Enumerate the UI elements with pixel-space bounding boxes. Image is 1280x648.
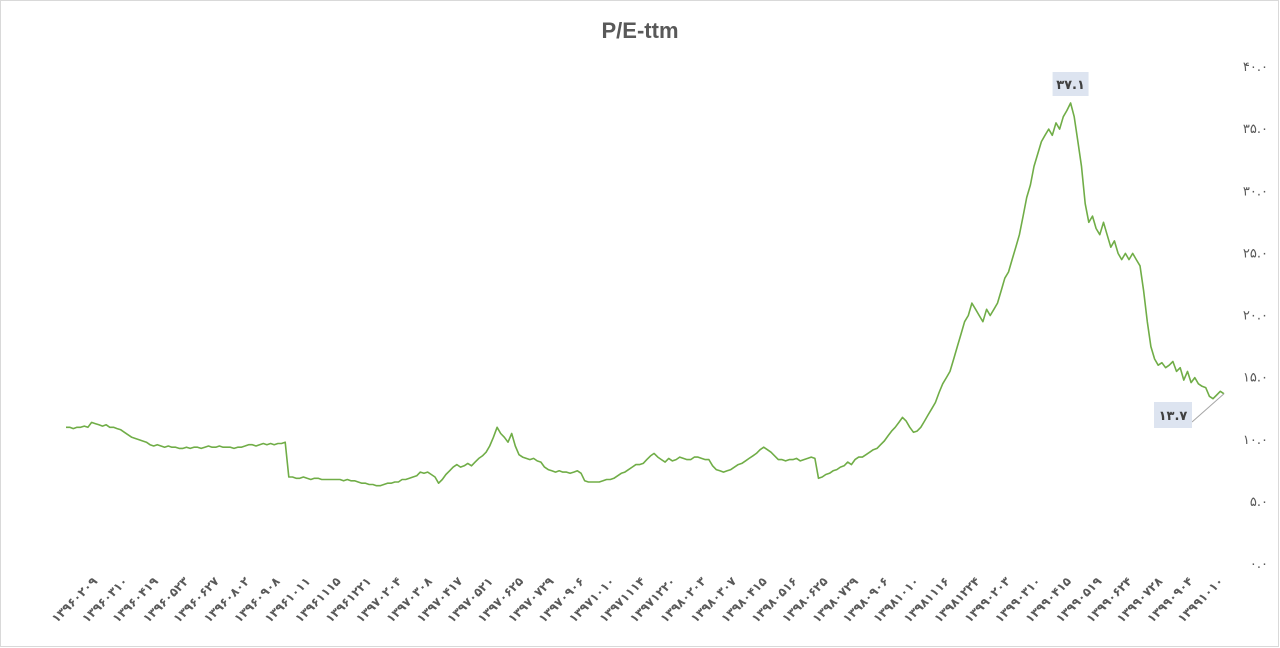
annotations: ۳۷.۱ ۱۳.۷ (1052, 72, 1225, 428)
x-axis: ۱۳۹۶۰۲۰۹۱۳۹۶۰۳۱۰۱۳۹۶۰۴۱۹۱۳۹۶۰۵۲۳۱۳۹۶۰۶۲۷… (49, 574, 1226, 626)
y-tick-label: ۴۰.۰ (1243, 60, 1268, 75)
callout-box (1052, 72, 1089, 96)
y-tick-label: ۱۰.۰ (1243, 433, 1268, 448)
callout-leader (1191, 393, 1225, 423)
callout-box (1154, 402, 1192, 428)
series-layer (66, 102, 1225, 487)
last-callout: ۱۳.۷ (1154, 393, 1225, 428)
y-axis: ۰.۰ ۵.۰ ۱۰.۰ ۱۵.۰ ۲۰.۰ ۲۵.۰ ۳۰.۰ ۳۵.۰ ۴۰.۰ (1243, 60, 1268, 572)
y-tick-label: ۵.۰ (1250, 495, 1268, 510)
y-tick-label: ۳۰.۰ (1243, 184, 1268, 199)
series-line (66, 102, 1225, 487)
y-tick-label: ۲۵.۰ (1243, 246, 1268, 261)
callout-label: ۳۷.۱ (1056, 78, 1085, 93)
max-callout: ۳۷.۱ (1052, 72, 1089, 96)
y-tick-label: ۲۰.۰ (1243, 309, 1268, 324)
y-tick-label: ۱۵.۰ (1243, 371, 1268, 386)
callout-label: ۱۳.۷ (1159, 409, 1188, 424)
y-tick-label: ۳۵.۰ (1243, 122, 1268, 137)
y-tick-label: ۰.۰ (1250, 557, 1268, 572)
chart-title: P/E-ttm (601, 18, 679, 43)
